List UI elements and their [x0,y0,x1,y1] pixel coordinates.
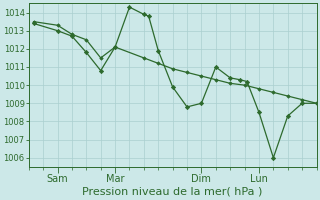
X-axis label: Pression niveau de la mer( hPa ): Pression niveau de la mer( hPa ) [83,187,263,197]
